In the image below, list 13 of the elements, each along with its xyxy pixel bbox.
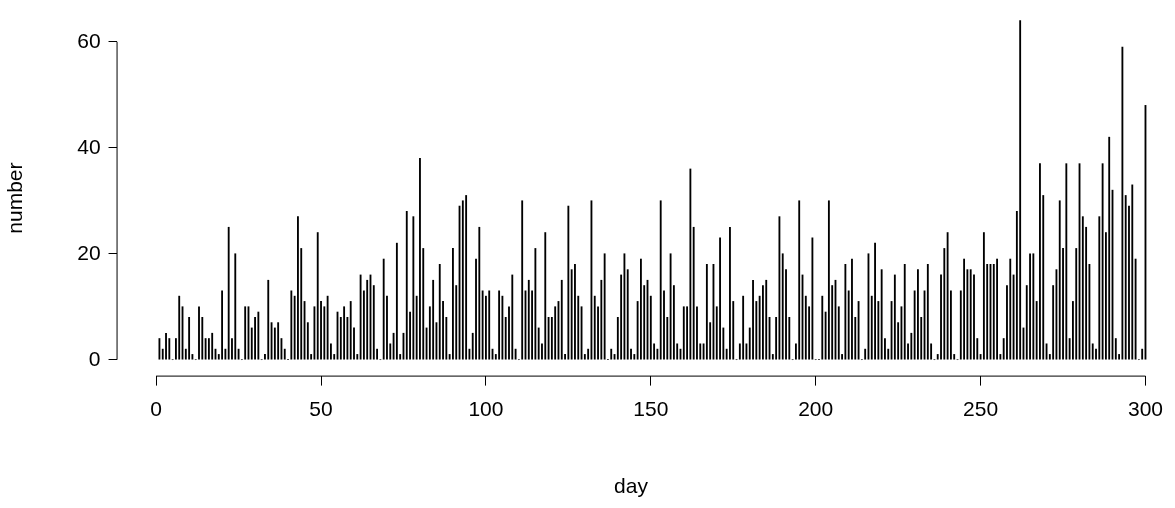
- x-tick-label: 50: [309, 397, 333, 420]
- x-tick-label: 250: [963, 397, 999, 420]
- x-tick-label: 150: [633, 397, 669, 420]
- x-tick-label: 100: [468, 397, 504, 420]
- x-axis-title: day: [614, 474, 649, 498]
- y-axis-title: number: [3, 162, 27, 234]
- x-tick-label: 200: [798, 397, 834, 420]
- y-tick-label: 60: [77, 28, 101, 52]
- x-tick-label: 0: [150, 397, 162, 420]
- x-tick-label: 300: [1127, 397, 1163, 420]
- y-tick-label: 40: [77, 134, 101, 158]
- y-tick-label: 20: [77, 240, 101, 264]
- y-tick-label: 0: [88, 346, 101, 370]
